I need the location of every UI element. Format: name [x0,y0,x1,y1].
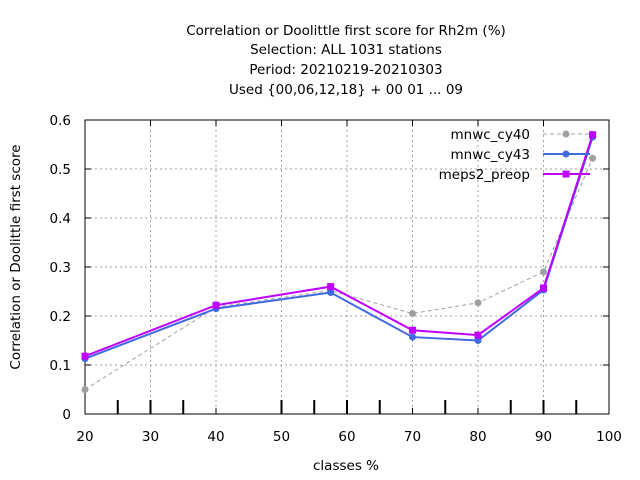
series [81,131,597,393]
chart-title: Correlation or Doolittle first score for… [186,23,506,98]
legend-label-meps2_preop: meps2_preop [439,167,530,183]
point-mnwc_cy40-6 [589,154,597,162]
legend: mnwc_cy40 mnwc_cy43 meps2_preop [439,127,590,183]
legend-label-mnwc_cy40: mnwc_cy40 [450,127,530,143]
legend-marker-mnwc_cy40 [562,130,570,138]
point-mnwc_cy43-3 [409,333,416,341]
grid [85,120,609,414]
point-mnwc_cy40-4 [474,299,482,307]
point-meps2_preop-4 [474,331,482,339]
y-tick-label-4: 0.4 [50,211,71,227]
series-meps2_preop [81,131,597,360]
point-mnwc_cy40-5 [540,268,547,276]
legend-marker-meps2_preop [562,170,570,178]
point-meps2_preop-5 [540,284,547,292]
x-tick-label-7: 90 [535,429,552,445]
point-mnwc_cy40-0 [81,386,89,393]
title-line-4: Used {00,06,12,18} + 00 01 ... 09 [229,82,463,98]
x-axis-label: classes % [313,458,379,474]
legend-label-mnwc_cy43: mnwc_cy43 [450,147,530,163]
point-meps2_preop-0 [81,352,89,360]
y-tick-label-2: 0.2 [50,309,71,325]
point-mnwc_cy40-3 [409,310,416,318]
x-tick-label-1: 30 [142,429,159,445]
y-axis: 0 0.1 0.2 0.3 0.4 0.5 0.6 [50,113,609,423]
x-tick-label-0: 20 [76,429,93,445]
x-tick-label-6: 80 [469,429,486,445]
point-meps2_preop-6 [589,131,597,139]
x-tick-label-3: 50 [273,429,290,445]
y-tick-label-3: 0.3 [50,260,71,276]
y-tick-label-5: 0.5 [50,162,71,178]
x-axis: 20 30 40 50 60 70 80 90 100 [76,120,622,445]
y-tick-label-6: 0.6 [50,113,71,129]
y-tick-label-1: 0.1 [50,358,71,374]
x-tick-label-5: 70 [404,429,421,445]
x-tick-label-8: 100 [596,429,622,445]
title-line-1: Correlation or Doolittle first score for… [186,23,506,39]
series-line-mnwc_cy40 [84,158,594,390]
title-line-3: Period: 20210219-20210303 [249,62,442,78]
legend-marker-mnwc_cy43 [562,150,570,158]
point-mnwc_cy43-2 [327,288,335,296]
point-mnwc_cy43-4 [474,337,482,344]
point-meps2_preop-3 [409,326,416,334]
y-axis-label: Correlation or Doolittle first score [8,144,24,369]
point-meps2_preop-2 [327,283,335,291]
series-mnwc_cy40 [81,154,597,393]
x-tick-label-4: 60 [338,429,355,445]
title-line-2: Selection: ALL 1031 stations [250,42,442,58]
point-meps2_preop-1 [212,301,220,309]
y-tick-label-0: 0 [62,407,71,423]
x-tick-label-2: 40 [207,429,224,445]
